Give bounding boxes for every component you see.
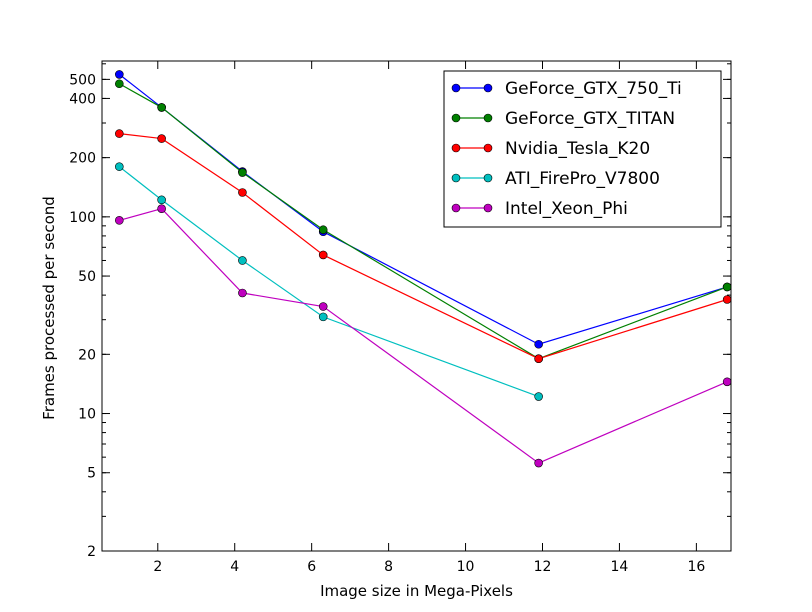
y-tick-label: 100 bbox=[69, 210, 96, 226]
legend-item: GeForce_GTX_TITAN bbox=[451, 109, 675, 129]
series-layer bbox=[115, 70, 732, 468]
legend-label: ATI_FirePro_V7800 bbox=[505, 169, 660, 189]
legend-label: GeForce_GTX_750_Ti bbox=[505, 79, 682, 99]
y-tick-label: 200 bbox=[69, 151, 96, 167]
legend-marker bbox=[483, 83, 493, 93]
legend-marker bbox=[483, 143, 493, 153]
x-tick-label: 10 bbox=[457, 559, 475, 575]
data-point bbox=[238, 256, 247, 265]
data-point bbox=[157, 195, 166, 205]
data-point bbox=[722, 282, 732, 292]
data-point bbox=[238, 168, 247, 177]
data-point bbox=[115, 162, 124, 171]
legend: GeForce_GTX_750_Ti GeForce_GTX_TITAN Nvidi… bbox=[443, 70, 722, 228]
data-point bbox=[115, 79, 124, 89]
data-point bbox=[157, 134, 166, 143]
x-tick-label: 8 bbox=[384, 559, 393, 575]
x-tick-label: 4 bbox=[230, 559, 239, 575]
legend-marker bbox=[451, 113, 461, 123]
data-point bbox=[238, 188, 247, 197]
series-GeForce_GTX_TITAN bbox=[115, 79, 732, 364]
series-Intel_Xeon_Phi bbox=[115, 204, 732, 468]
data-point bbox=[115, 129, 124, 138]
data-point bbox=[534, 458, 543, 468]
data-point bbox=[722, 377, 732, 387]
data-point bbox=[318, 250, 328, 260]
data-point bbox=[318, 302, 328, 311]
data-point bbox=[722, 295, 732, 304]
y-tick-label: 500 bbox=[69, 72, 96, 88]
data-point bbox=[534, 339, 543, 349]
data-point bbox=[534, 354, 543, 364]
x-tick-label: 6 bbox=[307, 559, 316, 575]
legend-item: Intel_Xeon_Phi bbox=[451, 199, 628, 219]
x-axis-label: Image size in Mega-Pixels bbox=[320, 582, 513, 600]
legend-item: GeForce_GTX_750_Ti bbox=[451, 79, 682, 99]
legend-marker bbox=[451, 83, 461, 93]
series-ATI_FirePro_V7800 bbox=[115, 162, 543, 401]
legend-marker bbox=[451, 173, 461, 183]
series-line bbox=[119, 133, 728, 360]
data-point bbox=[115, 70, 124, 79]
y-tick-label: 5 bbox=[87, 466, 96, 482]
y-axis-label: Frames processed per second bbox=[40, 196, 58, 420]
legend-item: ATI_FirePro_V7800 bbox=[451, 169, 660, 189]
y-tick-label: 50 bbox=[78, 269, 96, 285]
legend-marker bbox=[483, 173, 493, 183]
x-tick-label: 16 bbox=[687, 559, 705, 575]
y-tick-label: 10 bbox=[78, 407, 96, 423]
x-tick-label: 2 bbox=[153, 559, 162, 575]
y-tick-label: 2 bbox=[87, 544, 96, 560]
data-point bbox=[318, 312, 328, 322]
legend-label: GeForce_GTX_TITAN bbox=[505, 109, 675, 129]
legend-marker bbox=[451, 203, 461, 213]
x-tick-label: 14 bbox=[611, 559, 629, 575]
x-tick-label: 12 bbox=[534, 559, 552, 575]
series-Nvidia_Tesla_K20 bbox=[115, 129, 732, 364]
data-point bbox=[157, 204, 166, 214]
legend-label: Intel_Xeon_Phi bbox=[505, 199, 628, 219]
legend-label: Nvidia_Tesla_K20 bbox=[505, 139, 650, 159]
y-tick-label: 400 bbox=[69, 91, 96, 107]
legend-marker bbox=[483, 203, 493, 213]
series-line bbox=[119, 83, 728, 360]
data-point bbox=[318, 225, 328, 235]
y-tick-label: 20 bbox=[78, 347, 96, 363]
data-point bbox=[115, 216, 124, 225]
plot-frame bbox=[101, 60, 732, 552]
ticks-layer: 2 4 6 8 10 12 14 16 2 5 10 20 50 100 200 400 500 bbox=[69, 61, 731, 575]
legend-marker bbox=[483, 113, 493, 123]
data-point bbox=[238, 288, 247, 298]
series-line bbox=[119, 208, 728, 464]
legend-marker bbox=[451, 143, 461, 153]
legend-item: Nvidia_Tesla_K20 bbox=[451, 139, 650, 159]
data-point bbox=[157, 103, 166, 112]
data-point bbox=[534, 392, 543, 401]
